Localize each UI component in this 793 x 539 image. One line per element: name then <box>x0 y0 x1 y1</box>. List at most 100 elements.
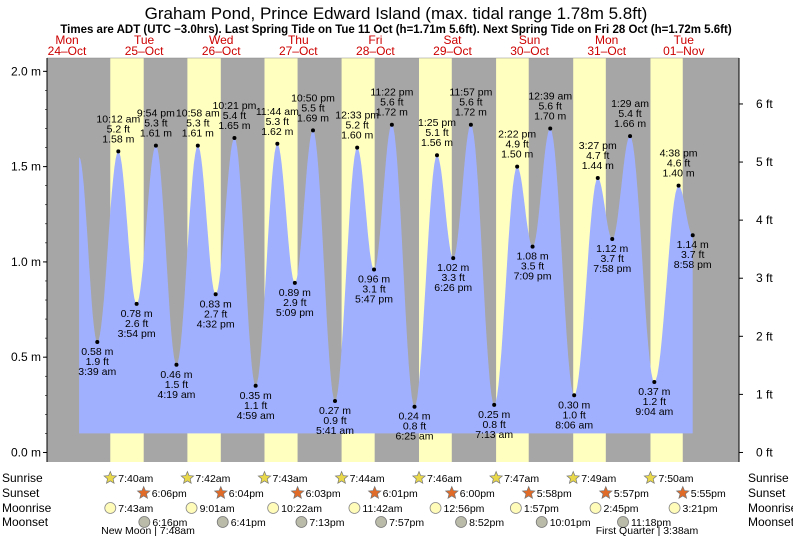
tide-point <box>515 164 520 169</box>
tide-point <box>389 122 394 127</box>
left-tick-label: 2.0 m <box>11 64 41 78</box>
moonset-icon <box>535 516 548 528</box>
sunset-icon <box>290 485 305 500</box>
tide-water-area <box>79 124 693 434</box>
tide-point <box>213 292 218 297</box>
sunrise-time: 7:47am <box>504 473 539 485</box>
tide-point <box>355 145 360 150</box>
moonrise-time: 2:45pm <box>604 503 639 515</box>
moonrise-icon <box>589 502 602 514</box>
tide-height-label: 0.24 m <box>398 411 430 423</box>
tide-ft-label: 4.6 ft <box>667 158 690 170</box>
tide-ft-label: 3.1 ft <box>362 284 385 296</box>
tide-height-label: 1.40 m <box>663 168 695 180</box>
tide-height-label: 1.72 m <box>376 107 408 119</box>
tide-ft-label: 5.6 ft <box>459 97 482 109</box>
row-label-left: Moonset <box>2 515 49 529</box>
tide-ft-label: 2.9 ft <box>283 297 306 309</box>
sunset-time: 6:06pm <box>152 488 187 500</box>
tide-point <box>451 256 456 261</box>
tide-height-label: 0.35 m <box>240 390 272 402</box>
sunset-time: 5:58pm <box>537 488 572 500</box>
tide-height-label: 1.69 m <box>297 112 329 124</box>
sunrise-icon <box>411 470 427 485</box>
sunrise-time: 7:46am <box>427 473 462 485</box>
tide-height-label: 0.46 m <box>160 369 192 381</box>
moonset-icon <box>295 516 308 528</box>
tide-height-label: 0.25 m <box>478 409 510 421</box>
tide-height-label: 0.58 m <box>81 346 113 358</box>
tide-point <box>232 136 237 141</box>
day-date: 31–Oct <box>587 44 626 58</box>
tide-time-label: 4:19 am <box>157 389 195 401</box>
sunset-icon <box>367 485 382 500</box>
row-label-left: Sunset <box>2 486 40 500</box>
moonset-icon <box>375 516 388 528</box>
phase-first-quarter: First Quarter | 3:38am <box>596 525 699 537</box>
moonrise-time: 7:43am <box>118 503 153 515</box>
tide-ft-label: 4.9 ft <box>505 139 528 151</box>
moonset-time: 8:52pm <box>469 517 504 529</box>
sunset-time: 5:57pm <box>614 488 649 500</box>
day-name: Tue <box>674 33 695 47</box>
right-tick-label: 0 ft <box>756 445 773 459</box>
tide-time-label: 3:39 am <box>78 366 116 378</box>
sunset-icon <box>136 485 151 500</box>
sunrise-time: 7:49am <box>581 473 616 485</box>
right-tick-label: 2 ft <box>756 329 773 343</box>
left-tick-label: 0.5 m <box>11 350 41 364</box>
tide-height-label: 0.27 m <box>319 405 351 417</box>
day-name: Mon <box>595 33 618 47</box>
tide-point <box>610 237 615 242</box>
tide-height-label: 0.83 m <box>200 298 232 310</box>
sunset-icon <box>675 485 690 500</box>
tide-time-label: 2:22 pm <box>498 129 536 141</box>
tide-height-label: 1.50 m <box>501 149 533 161</box>
row-label-right: Sunrise <box>748 471 789 485</box>
tide-point <box>95 339 100 344</box>
tide-ft-label: 3.5 ft <box>521 261 544 273</box>
sunrise-icon <box>334 470 349 485</box>
tide-point <box>434 153 439 158</box>
tide-ft-label: 2.6 ft <box>125 318 148 330</box>
tide-time-label: 10:50 pm <box>291 92 335 104</box>
tide-time-label: 1:25 pm <box>418 117 456 129</box>
tide-height-label: 0.89 m <box>279 287 311 299</box>
tide-point <box>690 233 695 238</box>
day-labels: Mon24–OctTue25–OctWed26–OctThu27–OctFri2… <box>48 33 705 58</box>
tide-time-label: 6:25 am <box>396 431 434 443</box>
tide-time-label: 4:32 pm <box>197 318 235 330</box>
moonrise-icon <box>348 502 361 514</box>
tide-ft-label: 0.9 ft <box>323 415 346 427</box>
sunset-time: 5:55pm <box>691 488 726 500</box>
tide-time-label: 12:39 am <box>528 91 572 103</box>
tide-height-label: 1.02 m <box>437 262 469 274</box>
tide-ft-label: 5.4 ft <box>618 108 641 120</box>
sunrise-time: 7:40am <box>118 473 153 485</box>
sunset-icon <box>598 485 613 500</box>
tide-time-label: 11:22 pm <box>370 87 413 99</box>
tide-height-label: 1.44 m <box>582 160 614 172</box>
phase-new-moon: New Moon | 7:48am <box>101 525 195 537</box>
moonrise-icon <box>429 502 442 514</box>
sunrise-time: 7:44am <box>350 473 385 485</box>
sunset-time: 6:01pm <box>383 488 418 500</box>
tide-time-label: 5:09 pm <box>276 307 314 319</box>
tide-time-label: 7:58 pm <box>593 263 631 275</box>
tide-ft-label: 5.3 ft <box>186 118 209 130</box>
tide-ft-label: 5.3 ft <box>144 118 167 130</box>
row-label-right: Sunset <box>748 486 786 500</box>
row-label-right: Moonrise <box>748 501 793 515</box>
day-name: Fri <box>368 33 382 47</box>
tide-point <box>530 244 535 249</box>
moonrise-icon <box>668 502 681 514</box>
chart-subtitle: Times are ADT (UTC −3.0hrs). Last Spring… <box>60 24 731 36</box>
tide-point <box>310 128 315 133</box>
left-tick-label: 0.0 m <box>11 445 41 459</box>
tide-time-label: 4:59 am <box>237 410 275 422</box>
right-tick-label: 6 ft <box>756 97 773 111</box>
tide-time-label: 1:29 am <box>611 98 649 110</box>
moonrise-icon <box>185 502 198 514</box>
